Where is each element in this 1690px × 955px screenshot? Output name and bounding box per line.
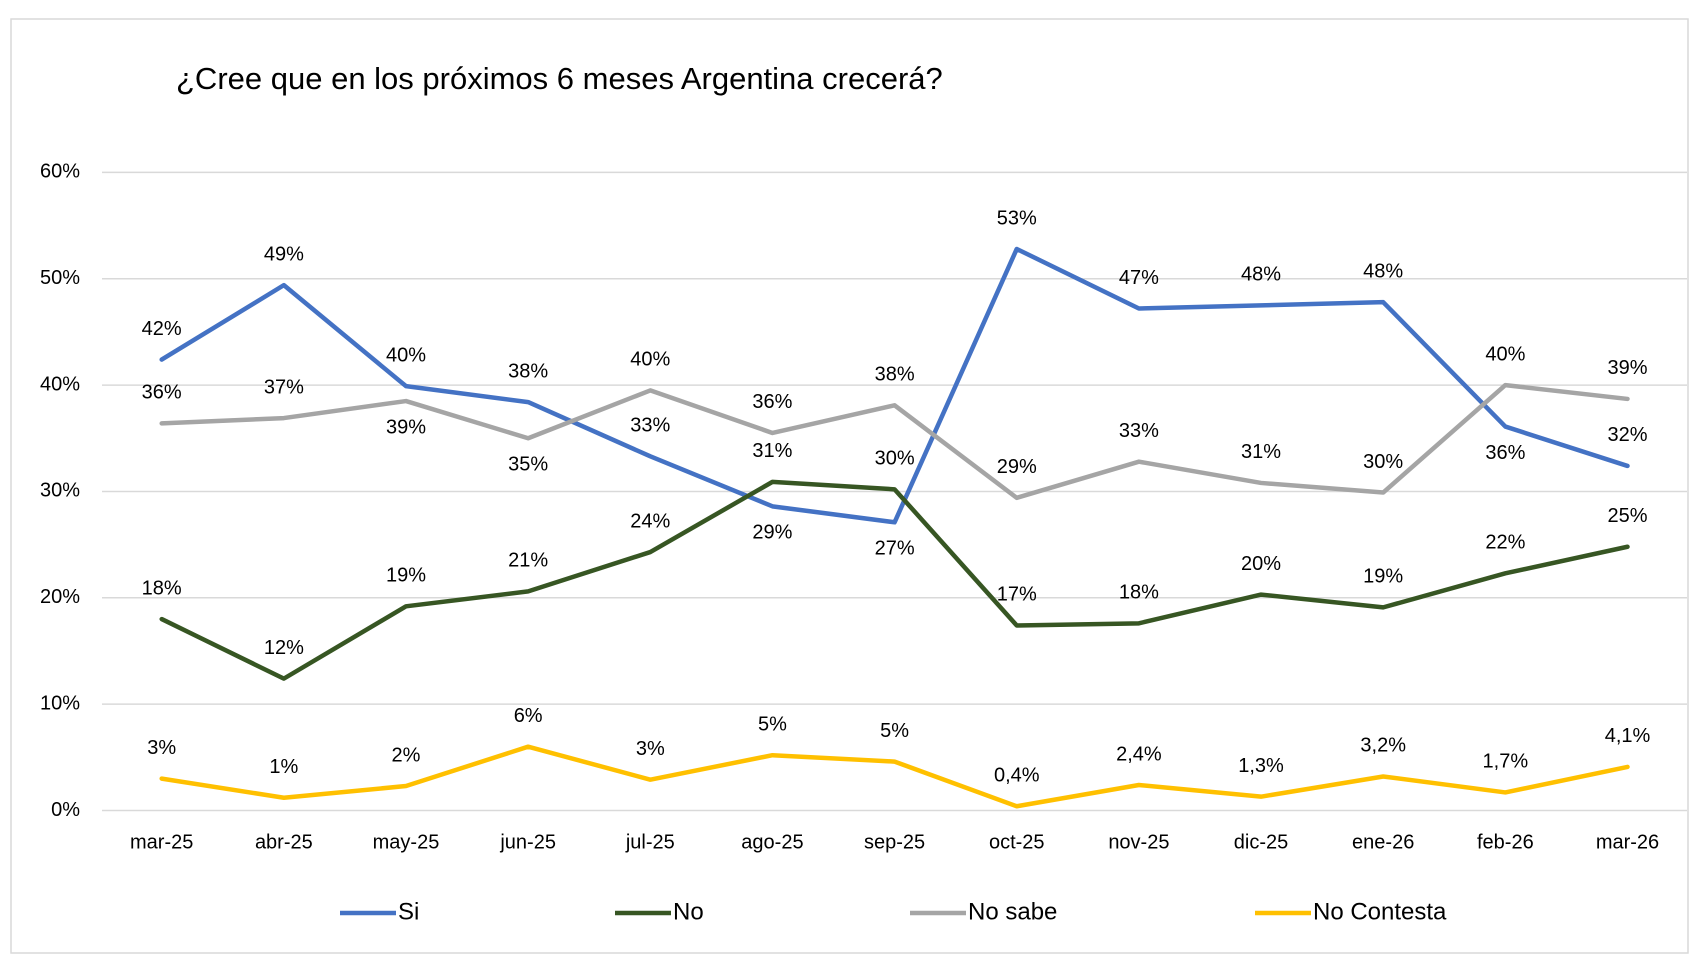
data-label: 49% (264, 243, 304, 265)
data-label: 22% (1485, 532, 1525, 554)
data-label: 3% (147, 737, 176, 759)
data-label: 6% (514, 705, 543, 727)
data-label: 35% (508, 454, 548, 476)
data-label: 27% (875, 538, 915, 560)
y-tick-label: 20% (40, 586, 80, 608)
data-label: 48% (1363, 260, 1403, 282)
data-label: 2,4% (1116, 743, 1162, 765)
x-tick-label: abr-25 (255, 831, 313, 853)
legend-label: Si (398, 898, 419, 925)
x-tick-label: jul-25 (625, 831, 675, 853)
data-label: 30% (875, 448, 915, 470)
data-label: 38% (875, 364, 915, 386)
data-label: 31% (752, 440, 792, 462)
data-label: 0,4% (994, 765, 1040, 787)
chart-title: ¿Cree que en los próximos 6 meses Argent… (176, 61, 943, 96)
line-series (159, 382, 1630, 501)
data-label: 5% (880, 720, 909, 742)
data-label: 32% (1607, 424, 1647, 446)
x-tick-label: nov-25 (1108, 831, 1169, 853)
data-label: 48% (1241, 264, 1281, 286)
chart-frame (10, 18, 1689, 954)
x-tick-label: mar-25 (130, 831, 193, 853)
y-tick-label: 60% (40, 161, 80, 183)
data-label: 21% (508, 550, 548, 572)
data-label: 38% (508, 360, 548, 382)
data-label: 42% (142, 318, 182, 340)
y-tick-label: 10% (40, 692, 80, 714)
data-label: 33% (1119, 420, 1159, 442)
y-tick-label: 0% (51, 799, 80, 821)
data-label: 1,7% (1483, 751, 1529, 773)
line-series (159, 479, 1630, 681)
line-series (159, 246, 1630, 525)
x-tick-label: jun-25 (499, 831, 556, 853)
x-tick-label: feb-26 (1477, 831, 1534, 853)
data-label: 40% (1485, 343, 1525, 365)
data-label: 36% (1485, 442, 1525, 464)
y-tick-label: 50% (40, 267, 80, 289)
data-label: 19% (1363, 566, 1403, 588)
data-label: 25% (1607, 505, 1647, 527)
data-label: 36% (752, 391, 792, 413)
data-label: 5% (758, 713, 787, 735)
data-label: 18% (1119, 582, 1159, 604)
x-tick-label: dic-25 (1234, 831, 1288, 853)
data-label: 36% (142, 382, 182, 404)
x-tick-label: ago-25 (741, 831, 803, 853)
x-tick-label: sep-25 (864, 831, 925, 853)
data-label: 39% (1607, 357, 1647, 379)
data-label: 33% (630, 415, 670, 437)
x-tick-label: mar-26 (1596, 831, 1659, 853)
data-label: 37% (264, 376, 304, 398)
legend-label: No sabe (968, 898, 1057, 925)
x-tick-label: may-25 (373, 831, 440, 853)
data-label: 53% (997, 207, 1037, 229)
data-label: 1,3% (1238, 755, 1284, 777)
line-series (159, 744, 1630, 809)
data-label: 40% (386, 344, 426, 366)
data-label: 18% (142, 577, 182, 599)
data-label: 20% (1241, 553, 1281, 575)
data-label: 1% (269, 756, 298, 778)
data-label: 29% (752, 522, 792, 544)
data-label: 3,2% (1360, 735, 1406, 757)
data-label: 39% (386, 416, 426, 438)
x-tick-label: ene-26 (1352, 831, 1414, 853)
data-label: 4,1% (1605, 725, 1651, 747)
data-label: 24% (630, 510, 670, 532)
y-tick-label: 40% (40, 373, 80, 395)
data-label: 29% (997, 456, 1037, 478)
data-label: 17% (997, 584, 1037, 606)
data-label: 30% (1363, 451, 1403, 473)
data-label: 47% (1119, 267, 1159, 289)
legend-label: No Contesta (1313, 898, 1447, 925)
data-label: 19% (386, 565, 426, 587)
data-label: 2% (392, 744, 421, 766)
data-label: 31% (1241, 441, 1281, 463)
y-tick-label: 30% (40, 480, 80, 502)
data-label: 40% (630, 349, 670, 371)
data-label: 3% (636, 738, 665, 760)
legend-label: No (673, 898, 704, 925)
data-label: 12% (264, 637, 304, 659)
x-tick-label: oct-25 (989, 831, 1045, 853)
